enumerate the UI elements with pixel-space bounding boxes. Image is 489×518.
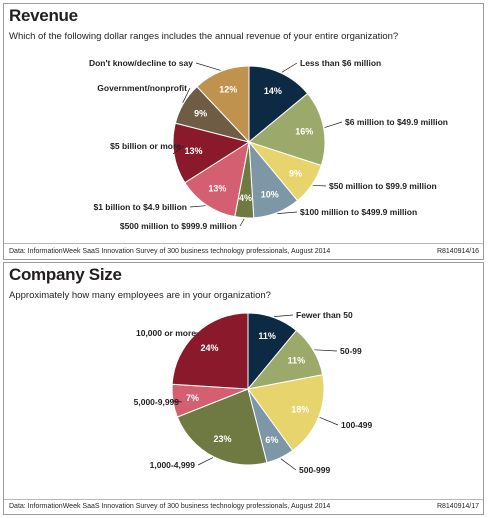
category-label-10-000-or-more: 10,000 or more [136,328,196,338]
source-note: Data: InformationWeek SaaS Innovation Su… [9,248,331,255]
revenue-panel: Revenue Which of the following dollar ra… [3,3,484,260]
footer-divider [4,243,483,244]
slice-percent-label: 23% [213,434,231,444]
category-label-1-000-4-999: 1,000-4,999 [150,460,196,470]
pie-slice-5-billion-or-more [172,122,251,184]
pie-slice-6-million-to-49-9-million [247,92,326,167]
category-label-50-million-to-99-9-million: $50 million to $99.9 million [329,181,437,191]
category-label-500-999: 500-999 [299,465,330,475]
pie-slice-1-000-4-999 [176,388,268,466]
leader-line [189,205,206,208]
slice-percent-label: 4% [239,193,252,203]
slice-percent-label: 9% [289,169,302,179]
category-label-less-than-6-million: Less than $6 million [300,58,381,68]
category-label-don-t-know-decline-to-say: Don't know/decline to say [89,58,193,68]
source-note: Data: InformationWeek SaaS Innovation Su… [9,503,331,510]
slice-percent-label: 6% [265,435,278,445]
category-label-100-499: 100-499 [341,420,372,430]
slice-percent-label: 9% [194,108,207,118]
pie-slice-don-t-know-decline-to-say [196,65,250,144]
leader-line [280,458,297,471]
chart-title: Company Size [9,265,122,284]
chart-subtitle: Which of the following dollar ranges inc… [9,31,399,42]
category-label-50-99: 50-99 [340,346,362,356]
slice-percent-label: 10% [261,189,279,199]
company-size-pie-chart: 11% Fewer than 50 11% 50-99 18% 100-499 6% 500-… [134,310,373,475]
chart-title: Revenue [9,6,78,25]
leader-line [319,416,339,426]
slice-percent-label: 14% [264,86,282,96]
category-label-100-million-to-499-9-million: $100 million to $499.9 million [300,207,417,217]
footer-divider [4,499,483,500]
slice-percent-label: 12% [219,85,237,95]
leader-line [277,211,298,214]
slice-percent-label: 11% [288,355,306,365]
leader-line [171,400,183,403]
slice-percent-label: 13% [208,184,226,194]
leader-line [274,314,294,317]
slice-percent-label: 24% [200,343,218,353]
slice-percent-label: 16% [295,127,313,137]
slice-percent-label: 13% [184,146,202,156]
figure-code: R8140914/17 [436,503,479,510]
category-label-government-nonprofit: Government/nonprofit [97,83,187,93]
leader-line [312,184,327,187]
figure-code: R8140914/16 [436,248,479,255]
leader-line [281,62,298,73]
pie-slice-less-than-6-million [248,65,309,144]
category-label-1-billion-to-4-9-billion: $1 billion to $4.9 billion [93,202,187,212]
pie-slice-100-499 [247,374,325,452]
slice-percent-label: 18% [291,405,309,415]
slice-percent-label: 7% [186,393,199,403]
leader-line [182,87,191,103]
leader-line [324,121,343,128]
category-label-500-million-to-999-9-million: $500 million to $999.9 million [120,221,237,231]
leader-line [195,62,221,71]
category-label-5-billion-or-more: $5 billion or more [110,141,181,151]
leader-line [239,218,245,227]
category-label-fewer-than-50: Fewer than 50 [296,310,353,320]
company-size-panel: Company Size Approximately how many empl… [3,262,484,515]
revenue-pie-chart: 14% Less than $6 million 16% $6 million to … [89,58,448,231]
slice-percent-label: 11% [258,331,276,341]
pie-slice-10-000-or-more [171,312,249,390]
category-label-6-million-to-49-9-million: $6 million to $49.9 million [345,117,448,127]
leader-line [314,349,338,352]
leader-line [197,457,214,466]
leader-line [172,145,185,155]
pie-slice-1-billion-to-4-9-billion [184,140,250,218]
chart-subtitle: Approximately how many employees are in … [9,290,271,301]
category-label-5-000-9-999: 5,000-9,999 [134,397,180,407]
